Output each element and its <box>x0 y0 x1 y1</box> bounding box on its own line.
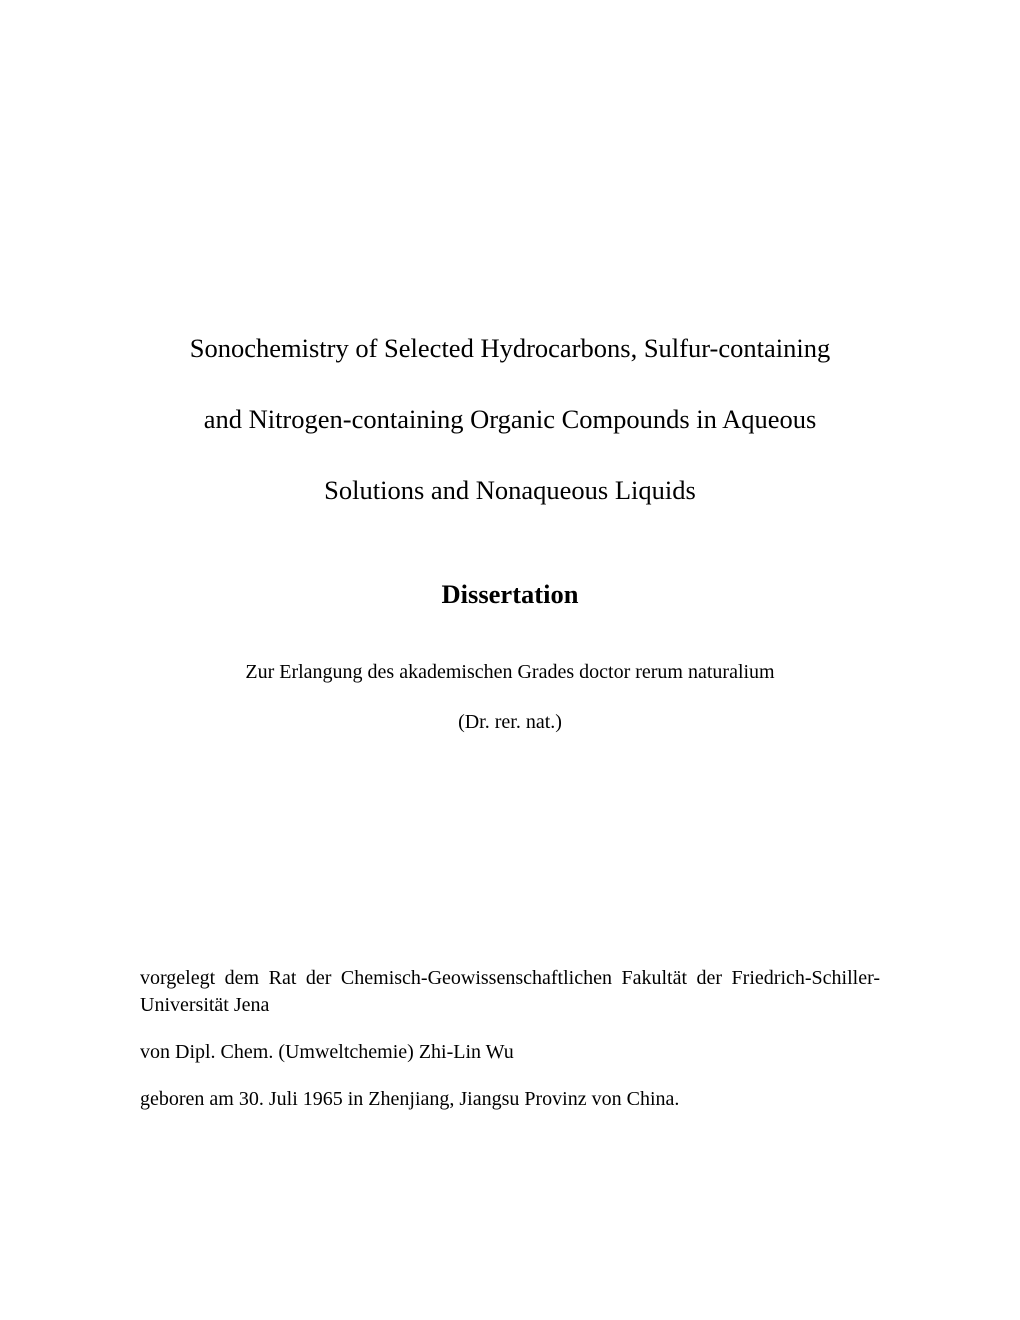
title-line-3: Solutions and Nonaqueous Liquids <box>140 472 880 509</box>
dissertation-heading: Dissertation <box>140 579 880 610</box>
subtitle-line-2: (Dr. rer. nat.) <box>140 708 880 736</box>
title-block: Sonochemistry of Selected Hydrocarbons, … <box>140 330 880 509</box>
submitted-to-text: vorgelegt dem Rat der Chemisch-Geowissen… <box>140 965 880 1019</box>
author-text: von Dipl. Chem. (Umweltchemie) Zhi-Lin W… <box>140 1039 880 1066</box>
born-text: geboren am 30. Juli 1965 in Zhenjiang, J… <box>140 1086 880 1113</box>
subtitle-line-1: Zur Erlangung des akademischen Grades do… <box>140 658 880 686</box>
footer-block: vorgelegt dem Rat der Chemisch-Geowissen… <box>140 965 880 1133</box>
title-line-1: Sonochemistry of Selected Hydrocarbons, … <box>140 330 880 367</box>
title-line-2: and Nitrogen-containing Organic Compound… <box>140 401 880 438</box>
subtitle-block: Zur Erlangung des akademischen Grades do… <box>140 658 880 736</box>
